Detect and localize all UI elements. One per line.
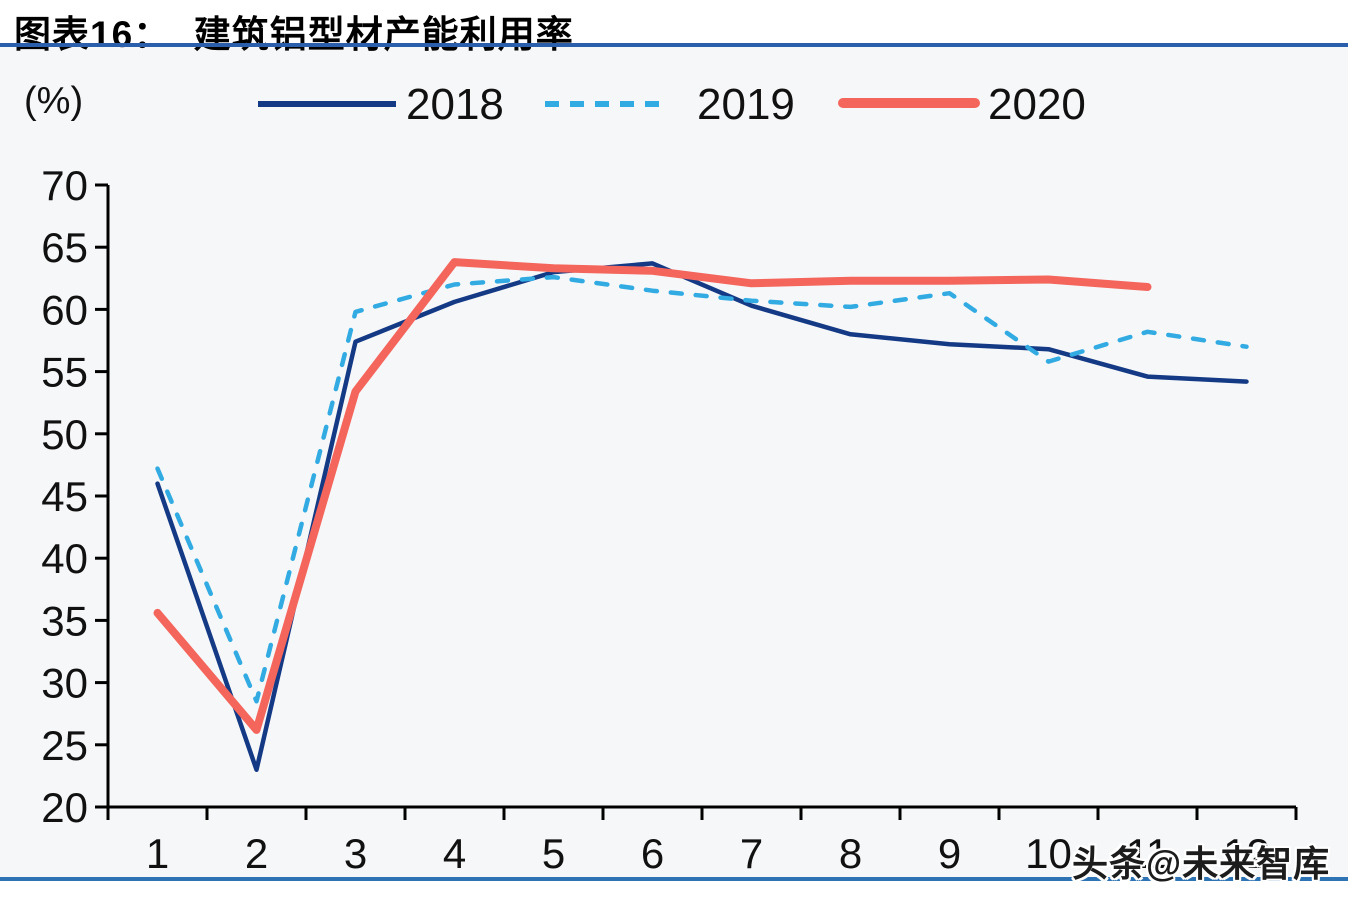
x-tick-label: 2 [245,830,268,870]
legend-label-2020: 2020 [988,80,1086,129]
y-tick-label: 60 [41,286,88,333]
y-tick-label: 20 [41,784,88,831]
y-tick-label: 40 [41,535,88,582]
bottom-divider-line [0,877,1348,881]
y-tick-label: 25 [41,722,88,769]
legend-label-2018: 2018 [406,80,504,129]
x-tick-label: 4 [443,830,466,870]
x-tick-label: 9 [938,830,961,870]
figure-title: 图表16： 建筑铝型材产能利用率 [14,14,574,55]
y-tick-label: 30 [41,660,88,707]
title-divider-line [0,43,1348,47]
legend-swatch-2018 [258,101,396,107]
x-tick-label: 11 [1126,830,1170,870]
x-tick-label: 5 [542,830,565,870]
x-tick-label: 6 [641,830,664,870]
series-line-2018 [155,261,1249,772]
chart-background [0,47,1348,877]
legend-swatch-2019 [545,101,659,107]
x-tick-label: 12 [1223,830,1270,870]
x-tick-label: 8 [839,830,862,870]
watermark-text: 头条@未来智库 [1072,843,1331,884]
x-tick-label: 10 [1025,830,1072,870]
y-tick-label: 35 [41,597,88,644]
x-tick-label: 7 [740,830,763,870]
legend-label-2019: 2019 [697,80,795,129]
y-axis-unit-label: (%) [24,80,84,122]
y-tick-label: 45 [41,473,88,520]
x-tick-label: 1 [146,830,169,870]
y-tick-label: 70 [41,162,88,209]
x-tick-label: 3 [344,830,367,870]
legend-swatch-2020 [838,98,980,108]
y-tick-label: 50 [41,411,88,458]
series-line-2019 [155,274,1249,704]
y-tick-label: 55 [41,349,88,396]
y-tick-label: 65 [41,224,88,271]
series-line-2020 [153,258,1152,734]
